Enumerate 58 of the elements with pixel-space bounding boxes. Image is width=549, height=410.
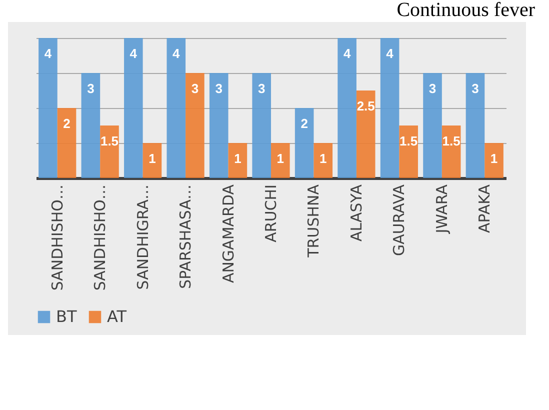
bar bbox=[484, 143, 504, 178]
x-tick-label: APAKA bbox=[476, 184, 494, 233]
x-tick-label: ANGAMARDA bbox=[219, 184, 238, 284]
data-label: 2.5 bbox=[356, 98, 375, 114]
bar bbox=[338, 38, 356, 178]
x-tick-label: SANDHIGRA… bbox=[134, 184, 152, 290]
bar bbox=[399, 126, 418, 178]
bar bbox=[356, 90, 376, 178]
x-tick-label: SANDHISHO… bbox=[91, 184, 110, 291]
data-label: 1 bbox=[234, 151, 242, 166]
bar bbox=[423, 73, 442, 178]
x-tick-label: SANDHISHO… bbox=[48, 184, 66, 291]
x-tick-label: GAURAVA bbox=[390, 184, 408, 256]
data-label: 3 bbox=[215, 81, 222, 96]
data-label: 1 bbox=[320, 151, 327, 166]
bar bbox=[124, 38, 143, 178]
bar bbox=[209, 73, 228, 178]
legend-label: BT bbox=[56, 307, 77, 326]
bar bbox=[57, 108, 76, 178]
bar bbox=[380, 38, 400, 178]
data-label: 4 bbox=[172, 46, 181, 61]
data-label: 4 bbox=[130, 46, 138, 61]
bar bbox=[466, 73, 485, 178]
data-label: 2 bbox=[63, 116, 70, 131]
x-tick-label: JWARA bbox=[432, 184, 451, 234]
x-tick-label: ARUCHI bbox=[262, 184, 280, 242]
bar bbox=[81, 73, 100, 178]
data-label: 2 bbox=[300, 116, 308, 131]
bar bbox=[442, 126, 461, 178]
data-label: 3 bbox=[191, 81, 199, 96]
x-tick-label: TRUSHNA bbox=[304, 184, 323, 258]
data-label: 3 bbox=[87, 81, 94, 96]
data-label: 1 bbox=[148, 151, 156, 166]
bar bbox=[252, 73, 271, 178]
bar bbox=[38, 38, 58, 178]
data-label: 1 bbox=[490, 151, 498, 166]
data-label: 1.5 bbox=[400, 134, 418, 148]
bar bbox=[166, 38, 186, 178]
bar bbox=[186, 73, 204, 178]
text: Continuous fever bbox=[396, 0, 535, 21]
data-label: 4 bbox=[386, 46, 394, 61]
data-label: 4 bbox=[44, 46, 52, 61]
bar bbox=[271, 143, 290, 178]
legend-label: AT bbox=[107, 307, 127, 326]
data-label: 1.5 bbox=[100, 134, 119, 148]
data-label: 1.5 bbox=[442, 134, 460, 148]
data-label: 3 bbox=[428, 81, 436, 96]
data-label: 4 bbox=[343, 46, 352, 61]
data-label: 1 bbox=[276, 151, 284, 166]
bar bbox=[228, 143, 248, 178]
data-label: 3 bbox=[258, 81, 266, 96]
x-tick-label: ALASYA bbox=[347, 184, 366, 242]
bar bbox=[100, 126, 119, 178]
x-tick-label: SPARSHASA… bbox=[176, 184, 195, 289]
bar bbox=[314, 143, 333, 178]
data-label: 3 bbox=[472, 81, 479, 96]
bar bbox=[294, 108, 314, 178]
bar bbox=[142, 143, 162, 178]
